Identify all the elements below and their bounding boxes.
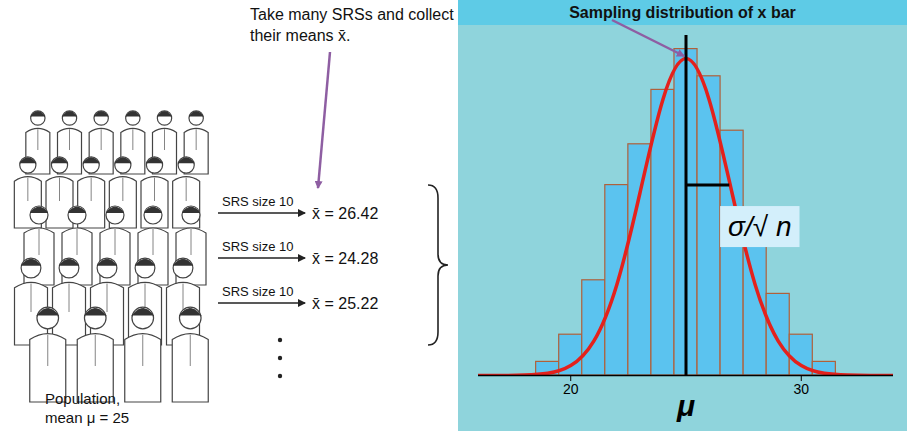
svg-text:30: 30 — [793, 381, 809, 397]
svg-text:x̄ = 24.28: x̄ = 24.28 — [312, 250, 378, 267]
svg-text:20: 20 — [563, 381, 579, 397]
svg-text:x̄ = 25.22: x̄ = 25.22 — [312, 295, 378, 312]
svg-text:Population,: Population, — [45, 390, 120, 407]
svg-text:mean μ = 25: mean μ = 25 — [45, 409, 129, 426]
svg-text:SRS size 10: SRS size 10 — [222, 239, 294, 254]
svg-text:SRS size 10: SRS size 10 — [222, 194, 294, 209]
svg-text:μ: μ — [676, 389, 695, 422]
svg-text:σ/√ n: σ/√ n — [728, 211, 791, 242]
svg-text:SRS size 10: SRS size 10 — [222, 284, 294, 299]
html-text:Sampling distribution of x bar: Sampling distribution of x bar — [569, 4, 796, 21]
svg-text:x̄ = 26.42: x̄ = 26.42 — [312, 205, 378, 222]
html-text:Take many SRSs and collect the: Take many SRSs and collect their means x… — [250, 6, 454, 44]
